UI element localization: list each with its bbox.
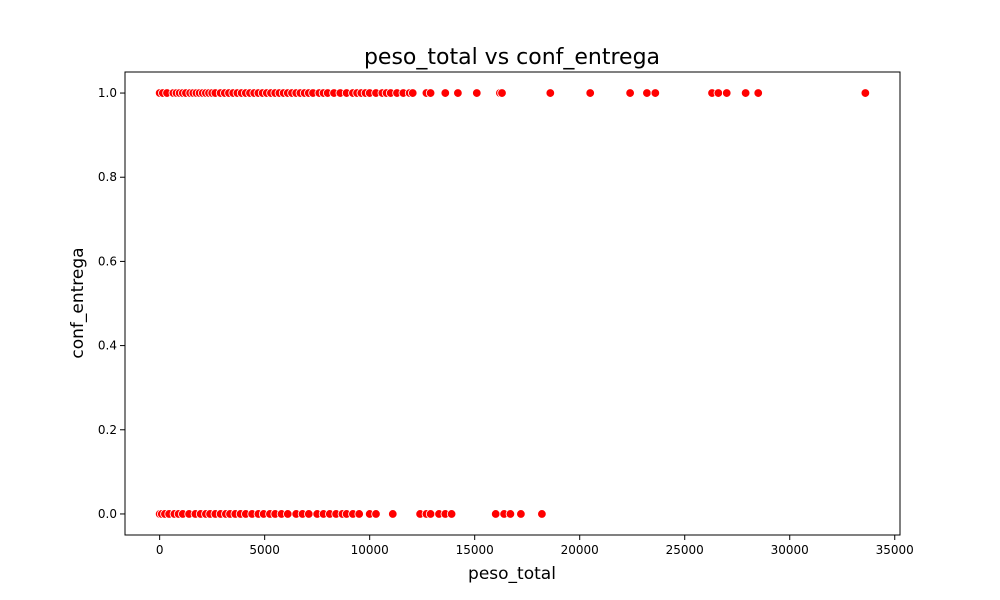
y-tick-label: 0.2 <box>98 423 117 437</box>
data-point <box>490 509 501 519</box>
x-tick-label: 10000 <box>351 543 389 557</box>
data-point <box>425 509 436 519</box>
data-point <box>425 88 436 98</box>
data-point <box>545 88 556 98</box>
data-point <box>753 88 763 98</box>
y-tick-label: 0.6 <box>98 254 117 268</box>
y-axis-label: conf_entrega <box>68 247 88 358</box>
x-tick-label: 35000 <box>876 543 914 557</box>
data-point <box>371 509 381 519</box>
x-tick-label: 5000 <box>249 543 280 557</box>
data-points <box>154 88 871 519</box>
data-point <box>388 509 398 519</box>
x-tick-label: 25000 <box>666 543 704 557</box>
x-tick-label: 20000 <box>561 543 599 557</box>
data-point <box>516 509 526 519</box>
plot-frame <box>124 71 901 536</box>
x-axis-label: peso_total <box>468 564 556 584</box>
data-point <box>354 509 364 519</box>
y-tick-label: 0.8 <box>98 170 117 184</box>
data-point <box>585 88 595 98</box>
y-axis: 0.0 0.2 0.4 0.6 0.8 1.0 <box>98 86 125 521</box>
x-tick-label: 15000 <box>456 543 494 557</box>
x-tick-label: 30000 <box>771 543 809 557</box>
data-point <box>860 88 871 98</box>
data-point <box>505 509 516 519</box>
x-tick-label: 0 <box>156 543 164 557</box>
data-point <box>713 88 724 98</box>
data-point <box>740 88 751 98</box>
data-point <box>283 509 293 519</box>
chart-title: peso_total vs conf_entrega <box>364 45 660 70</box>
data-point <box>497 88 507 98</box>
data-point <box>472 88 482 98</box>
y-tick-label: 0.4 <box>98 339 117 353</box>
data-point <box>440 88 450 98</box>
data-point <box>304 509 314 519</box>
y-tick-label: 0.0 <box>98 507 117 521</box>
data-point <box>453 88 463 98</box>
data-point <box>408 88 418 98</box>
data-point <box>625 88 635 98</box>
data-point <box>650 88 661 98</box>
y-tick-label: 1.0 <box>98 86 117 100</box>
data-point <box>446 509 457 519</box>
data-point <box>642 88 652 98</box>
data-point <box>537 509 547 519</box>
data-point <box>722 88 732 98</box>
x-axis: 0 5000 10000 15000 20000 25000 30000 35000 <box>156 535 914 557</box>
